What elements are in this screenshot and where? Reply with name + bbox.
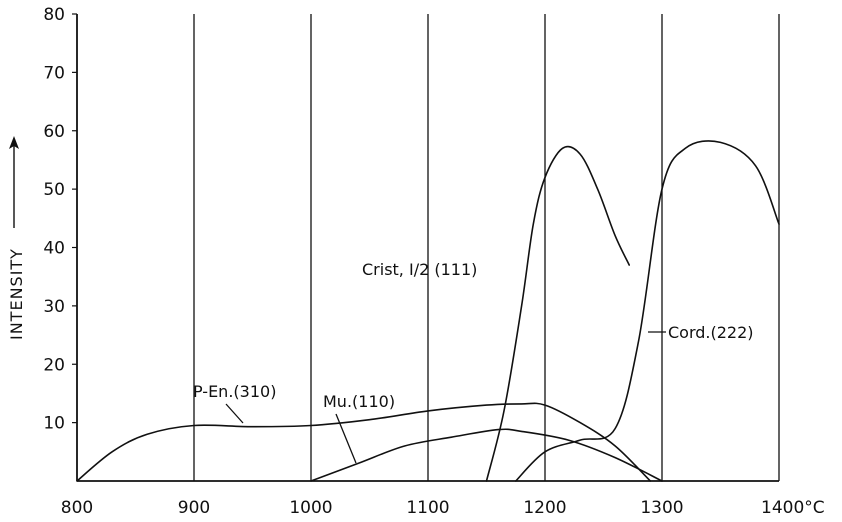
y-tick-label-50: 50 [43, 180, 65, 200]
annotation-label-p-en-310: P-En.(310) [193, 382, 276, 401]
series-line-mu-110 [310, 428, 663, 482]
grid-lines [193, 14, 780, 481]
x-tick-label-1400: 1400°C [761, 498, 825, 518]
x-tick-labels: 800 900 1000 1100 1200 1300 1400°C [61, 498, 825, 518]
y-tick-label-30: 30 [43, 297, 65, 317]
y-axis-title-arrowhead [9, 136, 19, 149]
annotations: P-En.(310) Mu.(110) Crist, I/2 (111) Cord.(… [193, 260, 754, 464]
y-tick-label-70: 70 [43, 63, 65, 83]
x-tick-label-1000: 1000 [289, 498, 332, 518]
annotation-leader-p-en-310 [225, 403, 244, 424]
x-tick-label-800: 800 [61, 498, 93, 518]
y-tick-label-20: 20 [43, 355, 65, 375]
x-tick-label-900: 900 [178, 498, 210, 518]
y-tick-label-40: 40 [43, 239, 65, 259]
annotation-label-crist-i-2-111: Crist, I/2 (111) [362, 260, 477, 279]
series-lines [76, 140, 780, 482]
series-line-cord-222 [515, 140, 780, 482]
y-axis-title-text: INTENSITY [7, 248, 26, 340]
y-tick-labels: 10 20 30 40 50 60 70 80 [43, 5, 77, 434]
x-tick-label-1100: 1100 [406, 498, 449, 518]
annotation-label-mu-110: Mu.(110) [323, 392, 395, 411]
series-line-crist-i-2-111 [485, 145, 630, 482]
x-tick-label-1300: 1300 [640, 498, 683, 518]
y-axis-title: INTENSITY [7, 136, 26, 340]
x-tick-label-1200: 1200 [523, 498, 566, 518]
y-tick-label-60: 60 [43, 122, 65, 142]
annotation-leader-mu-110 [335, 413, 357, 464]
annotation-label-cord-222: Cord.(222) [668, 323, 754, 342]
series-line-p-en-310 [76, 402, 652, 482]
y-tick-label-80: 80 [43, 5, 65, 25]
y-tick-label-10: 10 [43, 414, 65, 434]
